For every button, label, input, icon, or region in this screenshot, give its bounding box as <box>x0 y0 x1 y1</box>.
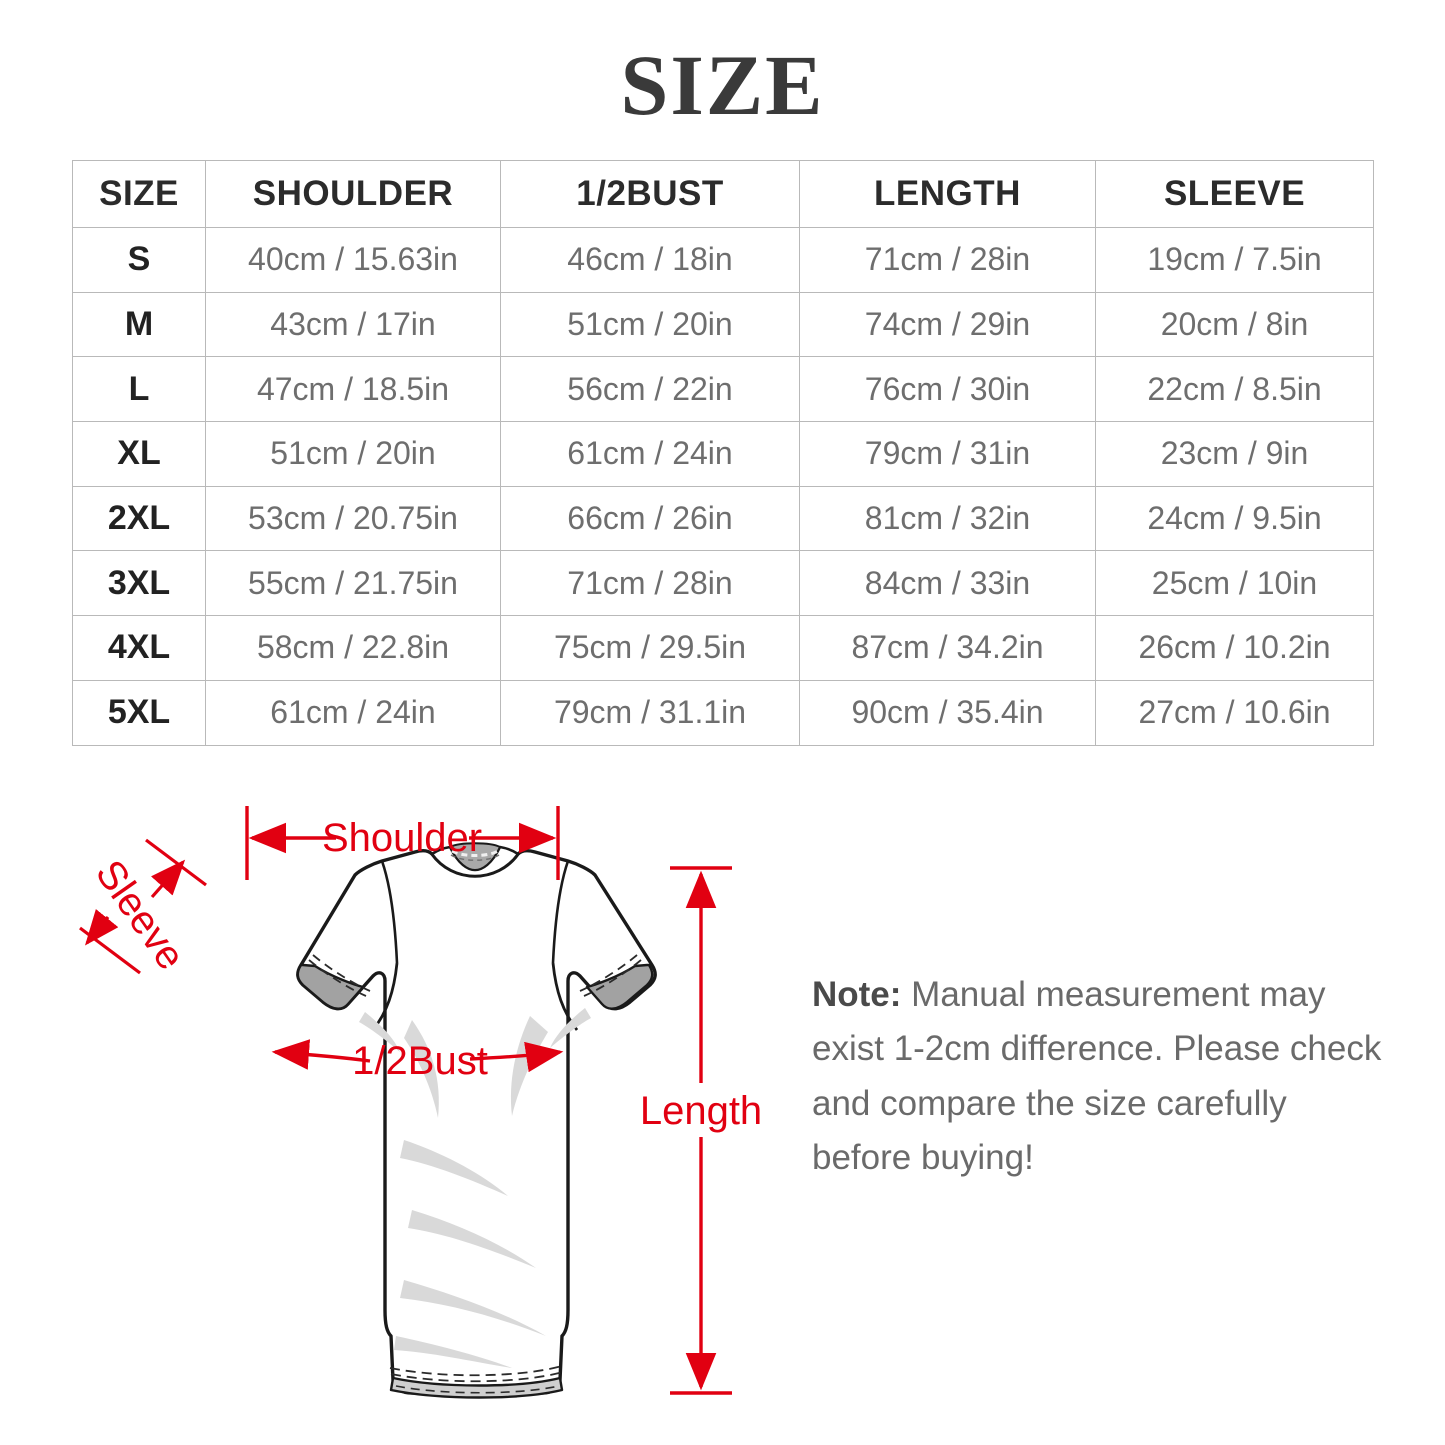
cell-size: 2XL <box>72 485 206 552</box>
shoulder-seam-right <box>551 860 570 964</box>
column-header-sleeve: SLEEVE <box>1095 160 1374 228</box>
cell-length: 81cm / 32in <box>799 485 1096 552</box>
shoulder-seam-left <box>380 860 399 964</box>
cell-shoulder: 53cm / 20.75in <box>205 485 501 552</box>
cell-shoulder: 40cm / 15.63in <box>205 227 501 293</box>
cell-length: 71cm / 28in <box>799 227 1096 293</box>
table-row: 2XL 53cm / 20.75in 66cm / 26in 81cm / 32… <box>72 485 1374 552</box>
cell-sleeve: 24cm / 9.5in <box>1095 485 1374 552</box>
sleeve-cuff-right-stitch-2 <box>579 954 638 992</box>
cell-sleeve: 26cm / 10.2in <box>1095 615 1374 681</box>
cell-length: 74cm / 29in <box>799 291 1096 358</box>
column-header-size: SIZE <box>72 160 206 228</box>
cell-sleeve: 20cm / 8in <box>1095 291 1374 358</box>
table-header: SIZE SHOULDER 1/2BUST LENGTH SLEEVE <box>72 160 1374 228</box>
table-header-row: SIZE SHOULDER 1/2BUST LENGTH SLEEVE <box>72 160 1374 228</box>
shoulder-label: Shoulder <box>322 816 482 860</box>
length-label: Length <box>640 1089 762 1133</box>
cell-bust: 56cm / 22in <box>500 356 800 423</box>
cell-length: 87cm / 34.2in <box>799 615 1096 681</box>
cell-bust: 51cm / 20in <box>500 291 800 358</box>
half-bust-measure-annotation: 1/2Bust <box>271 1039 564 1083</box>
cell-length: 79cm / 31in <box>799 421 1096 487</box>
hem-stitch-3 <box>395 1385 560 1394</box>
column-header-length: LENGTH <box>799 160 1096 228</box>
cell-sleeve: 23cm / 9in <box>1095 421 1374 487</box>
column-header-shoulder: SHOULDER <box>205 160 501 228</box>
sleeve-arrow-down <box>84 909 119 946</box>
cell-size: 3XL <box>72 550 206 617</box>
cell-length: 90cm / 35.4in <box>799 679 1096 746</box>
cell-size: L <box>72 356 206 423</box>
length-measure-annotation: Length <box>640 866 762 1395</box>
sleeve-label: Sleeve <box>87 852 193 977</box>
hem-inner-band <box>389 1376 564 1399</box>
cell-bust: 75cm / 29.5in <box>500 615 800 681</box>
collar-stitch-2 <box>450 854 500 861</box>
sleeve-arrow-up <box>150 859 186 899</box>
cell-length: 76cm / 30in <box>799 356 1096 423</box>
table-row: 5XL 61cm / 24in 79cm / 31.1in 90cm / 35.… <box>72 679 1374 746</box>
half-bust-label: 1/2Bust <box>352 1039 488 1083</box>
cell-shoulder: 43cm / 17in <box>205 291 501 358</box>
hem-stitch-1 <box>389 1365 563 1377</box>
table-row: 4XL 58cm / 22.8in 75cm / 29.5in 87cm / 3… <box>72 615 1374 681</box>
cell-bust: 46cm / 18in <box>500 227 800 293</box>
cell-size: M <box>72 291 206 358</box>
cell-bust: 61cm / 24in <box>500 421 800 487</box>
note-label: Note: <box>812 975 902 1014</box>
size-chart-table-container: SIZE SHOULDER 1/2BUST LENGTH SLEEVE S 40… <box>72 160 1374 746</box>
table-row: S 40cm / 15.63in 46cm / 18in 71cm / 28in… <box>72 227 1374 293</box>
shoulder-measure-annotation: Shoulder <box>245 806 560 880</box>
table-row: M 43cm / 17in 51cm / 20in 74cm / 29in 20… <box>72 291 1374 358</box>
cell-bust: 79cm / 31.1in <box>500 679 800 746</box>
column-header-bust: 1/2BUST <box>500 160 800 228</box>
sleeve-tick-upper <box>145 838 207 887</box>
measurement-note: Note: Manual measurement may exist 1-2cm… <box>812 968 1392 1185</box>
sleeve-cuff-right-inner <box>585 963 654 1010</box>
cell-size: XL <box>72 421 206 487</box>
cell-sleeve: 19cm / 7.5in <box>1095 227 1374 293</box>
bust-arrow-right <box>469 1041 564 1073</box>
hem-stitch-2 <box>390 1371 564 1383</box>
sleeve-cuff-right-stitch-1 <box>583 959 642 997</box>
sleeve-measure-annotation: Sleeve <box>79 838 207 978</box>
cell-length: 84cm / 33in <box>799 550 1096 617</box>
cell-shoulder: 47cm / 18.5in <box>205 356 501 423</box>
cell-sleeve: 22cm / 8.5in <box>1095 356 1374 423</box>
cell-size: 5XL <box>72 679 206 746</box>
sleeve-cuff-left-inner <box>296 963 365 1010</box>
cell-shoulder: 55cm / 21.75in <box>205 550 501 617</box>
sleeve-cuff-left-stitch-1 <box>308 959 367 997</box>
collar-stitch <box>451 849 499 857</box>
table-row: XL 51cm / 20in 61cm / 24in 79cm / 31in 2… <box>72 421 1374 487</box>
table-row: 3XL 55cm / 21.75in 71cm / 28in 84cm / 33… <box>72 550 1374 617</box>
cell-sleeve: 25cm / 10in <box>1095 550 1374 617</box>
table-body: S 40cm / 15.63in 46cm / 18in 71cm / 28in… <box>72 227 1374 746</box>
table-row: L 47cm / 18.5in 56cm / 22in 76cm / 30in … <box>72 356 1374 423</box>
cell-size: 4XL <box>72 615 206 681</box>
tshirt-illustration <box>296 842 657 1399</box>
size-chart-table: SIZE SHOULDER 1/2BUST LENGTH SLEEVE S 40… <box>72 160 1374 746</box>
tshirt-measurement-diagram: Shoulder Sleeve 1/2Bust Length <box>60 780 790 1430</box>
cell-bust: 71cm / 28in <box>500 550 800 617</box>
cell-size: S <box>72 227 206 293</box>
sleeve-cuff-left-stitch-2 <box>312 954 371 992</box>
page-title: SIZE <box>620 37 825 133</box>
note-text: Manual measurement may exist 1-2cm diffe… <box>812 975 1382 1177</box>
cell-sleeve: 27cm / 10.6in <box>1095 679 1374 746</box>
cell-shoulder: 58cm / 22.8in <box>205 615 501 681</box>
cell-bust: 66cm / 26in <box>500 485 800 552</box>
cell-shoulder: 51cm / 20in <box>205 421 501 487</box>
fabric-fold-shading <box>359 1008 591 1368</box>
bust-arrow-left <box>271 1039 371 1070</box>
cell-shoulder: 61cm / 24in <box>205 679 501 746</box>
